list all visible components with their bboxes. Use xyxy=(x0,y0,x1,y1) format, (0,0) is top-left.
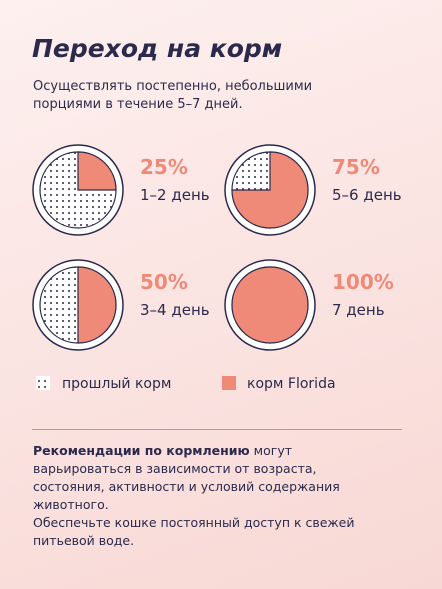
note-second: Обеспечьте кошке постоянный доступ к све… xyxy=(33,515,355,548)
subtitle: Осуществлять постепенно, небольшими порц… xyxy=(33,79,313,112)
pie-percent: 50% xyxy=(140,270,188,294)
note-bold: Рекомендации по кормлению xyxy=(33,443,250,458)
pie-percent: 75% xyxy=(332,155,380,179)
legend-old: прошлый корм xyxy=(62,376,171,392)
legend-new: корм Florida xyxy=(247,376,336,392)
legend-swatch-old xyxy=(36,376,50,390)
pie-sector xyxy=(77,266,117,344)
pies: прошлый корм корм Florida 25% 1–2 день 75%… xyxy=(32,144,402,430)
pie-sector xyxy=(231,266,309,344)
pie-percent: 100% xyxy=(332,270,394,294)
pie-label: 5–6 день xyxy=(332,186,402,204)
note-text: могут варьироваться в зависимости от воз… xyxy=(33,443,340,512)
pie-percent: 25% xyxy=(140,155,188,179)
pie-sector xyxy=(231,151,309,229)
pie-label: 7 день xyxy=(332,301,385,319)
legend-swatch-new xyxy=(222,376,236,390)
note: Рекомендации по кормлению могут варьиров… xyxy=(33,442,373,550)
pie-label: 1–2 день xyxy=(140,186,210,204)
pie-sector xyxy=(77,151,117,191)
note-paragraph: Рекомендации по кормлению могут варьиров… xyxy=(33,442,373,514)
pie-label: 3–4 день xyxy=(140,301,210,319)
title: Переход на корм xyxy=(32,34,283,63)
